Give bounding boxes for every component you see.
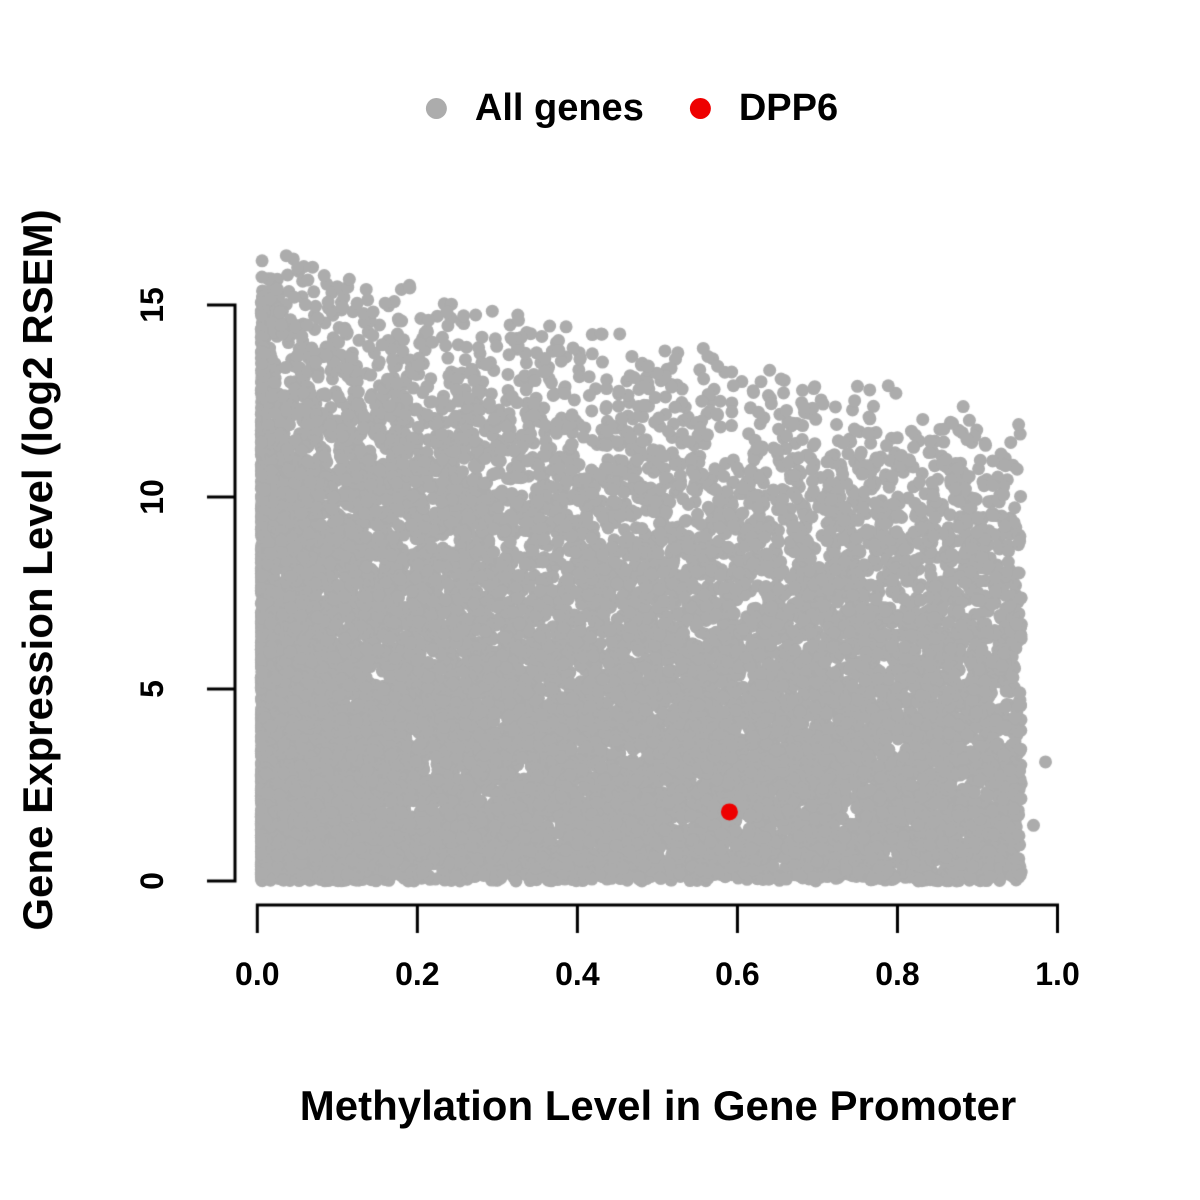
legend-item-dpp6: DPP6 <box>689 87 839 129</box>
legend-item-all-genes: All genes <box>425 87 644 129</box>
y-tick-label-15: 15 <box>134 287 170 323</box>
legend-marker-all-genes-icon <box>425 97 447 119</box>
x-axis-title: Methylation Level in Gene Promoter <box>299 1082 1017 1129</box>
y-tick-label-5: 5 <box>134 680 170 698</box>
x-tick-label-0.8: 0.8 <box>875 956 920 992</box>
legend-marker-dpp6-icon <box>689 97 711 119</box>
y-tick-label-10: 10 <box>134 479 170 515</box>
x-tick-label-1.0: 1.0 <box>1035 956 1080 992</box>
legend-label-all-genes: All genes <box>474 87 644 129</box>
x-tick-label-0.4: 0.4 <box>555 956 600 992</box>
x-tick-label-0.6: 0.6 <box>715 956 760 992</box>
legend: All genes DPP6 <box>425 87 839 129</box>
x-tick-label-0.0: 0.0 <box>235 956 280 992</box>
y-tick-label-0: 0 <box>134 872 170 890</box>
legend-label-dpp6: DPP6 <box>738 87 839 129</box>
y-axis-title: Gene Expression Level (log2 RSEM) <box>14 209 61 931</box>
x-tick-label-0.2: 0.2 <box>395 956 440 992</box>
